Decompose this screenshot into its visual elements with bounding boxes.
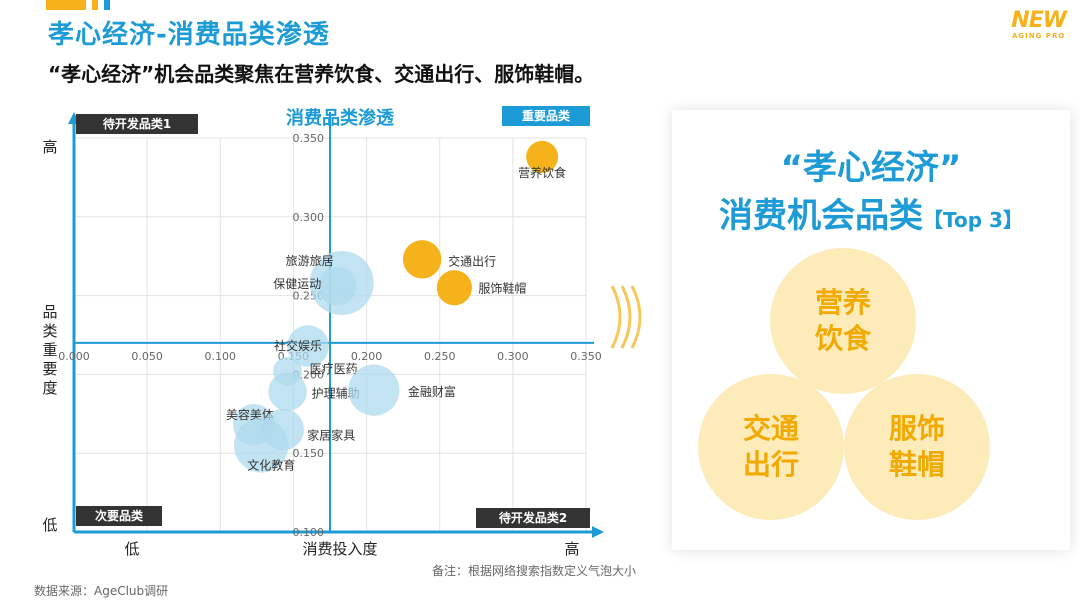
bubble-label: 服饰鞋帽 <box>478 281 526 296</box>
quadrant-label-top-right: 重要品类 <box>522 108 571 123</box>
bubble-label: 旅游旅居 <box>286 254 334 268</box>
bubble-label: 营养饮食 <box>518 165 566 180</box>
quadrant-label-bottom-right: 待开发品类2 <box>499 510 567 525</box>
y-tick-label: 0.300 <box>293 211 325 224</box>
circle-1-line1: 营养 <box>814 286 871 319</box>
circle-3-line2: 鞋帽 <box>888 448 945 481</box>
chart-title: 消费品类渗透 <box>286 107 395 129</box>
bubble-社交娱乐 <box>287 325 329 367</box>
data-source: 数据来源：AgeClub调研 <box>34 584 169 598</box>
logo-sub-text: AGING PRO <box>1012 32 1066 40</box>
page-subtitle: “孝心经济”机会品类聚焦在营养饮食、交通出行、服饰鞋帽。 <box>48 62 595 86</box>
bubble-label: 美容美体 <box>226 407 274 422</box>
bubble-label: 保健运动 <box>273 277 321 291</box>
x-tick-label: 0.000 <box>58 350 90 363</box>
quadrant-label-top-right-box <box>502 106 590 126</box>
x-tick-label: 0.050 <box>131 350 163 363</box>
x-tick-label: 0.200 <box>351 350 383 363</box>
quadrant-label-bottom-left-box <box>76 506 162 526</box>
bubble-交通出行 <box>402 240 442 279</box>
x-tick-label: 0.350 <box>570 350 602 363</box>
bubble-金融财富 <box>348 364 400 416</box>
x-tick-label: 0.300 <box>497 350 529 363</box>
panel-heading-2: 消费机会品类【Top 3】 <box>672 188 1070 237</box>
x-axis-title: 消费投入度 <box>302 540 377 558</box>
x-high-label: 高 <box>564 540 579 558</box>
y-axis-title: 品类重要度 <box>42 303 57 397</box>
bubble-chart: 0.000 0.050 0.100 0.150 0.200 0.250 0.300 0.350… <box>42 106 604 558</box>
bubble-文化教育 <box>234 418 289 473</box>
quadrant-label-top-left: 待开发品类1 <box>103 116 171 131</box>
bubble-服饰鞋帽 <box>436 270 472 306</box>
opportunity-circle-1: 营养 饮食 <box>770 248 916 394</box>
bubble-label: 文化教育 <box>247 457 295 472</box>
bubble-护理辅助 <box>268 372 307 411</box>
quadrant-label-top-left-box <box>76 114 198 134</box>
logo-main-text: NEW <box>1011 8 1067 33</box>
x-low-label: 低 <box>124 540 139 558</box>
y-low-label: 低 <box>42 516 57 534</box>
circle-2-line2: 出行 <box>742 448 799 481</box>
bubble-label: 家居家具 <box>307 428 355 443</box>
y-tick-label: 0.350 <box>293 132 325 145</box>
opportunity-circle-3: 服饰 鞋帽 <box>844 374 990 520</box>
quadrant-label-bottom-right-box <box>476 508 590 528</box>
bubble-label: 社交娱乐 <box>274 338 322 353</box>
panel-heading-2-tag: 【Top 3】 <box>923 208 1023 232</box>
x-axis-arrow-icon <box>592 526 604 538</box>
circle-3-line1: 服饰 <box>888 412 945 445</box>
y-tick-label: 0.150 <box>293 447 325 460</box>
y-high-label: 高 <box>42 138 57 156</box>
bubble-label: 交通出行 <box>448 253 496 268</box>
page-title: 孝心经济-消费品类渗透 <box>48 20 330 50</box>
bubble-营养饮食 <box>526 140 559 173</box>
circle-2-line1: 交通 <box>742 412 799 445</box>
panel-heading-2-text: 消费机会品类 <box>719 196 924 236</box>
quadrant-label-bottom-left: 次要品类 <box>95 508 144 523</box>
circle-1-line2: 饮食 <box>814 322 871 355</box>
top3-panel: “孝心经济” 消费机会品类【Top 3】 营养 饮食 交通 出行 服饰 鞋帽 <box>672 110 1070 550</box>
x-tick-label: 0.250 <box>424 350 456 363</box>
bubble-保健运动 <box>318 266 357 306</box>
x-tick-label: 0.100 <box>205 350 237 363</box>
panel-heading-1: “孝心经济” <box>780 148 962 188</box>
chevron-right-icon <box>610 285 642 349</box>
bubble-label: 医疗医药 <box>310 362 358 376</box>
bubble-label: 金融财富 <box>408 384 456 399</box>
chart-note: 备注：根据网络搜索指数定义气泡大小 <box>432 564 637 578</box>
opportunity-circle-2: 交通 出行 <box>698 374 844 520</box>
y-tick-label: 0.100 <box>293 526 325 539</box>
bubble-label: 护理辅助 <box>312 387 360 401</box>
brand-logo: NEW AGING PRO <box>1011 8 1067 41</box>
